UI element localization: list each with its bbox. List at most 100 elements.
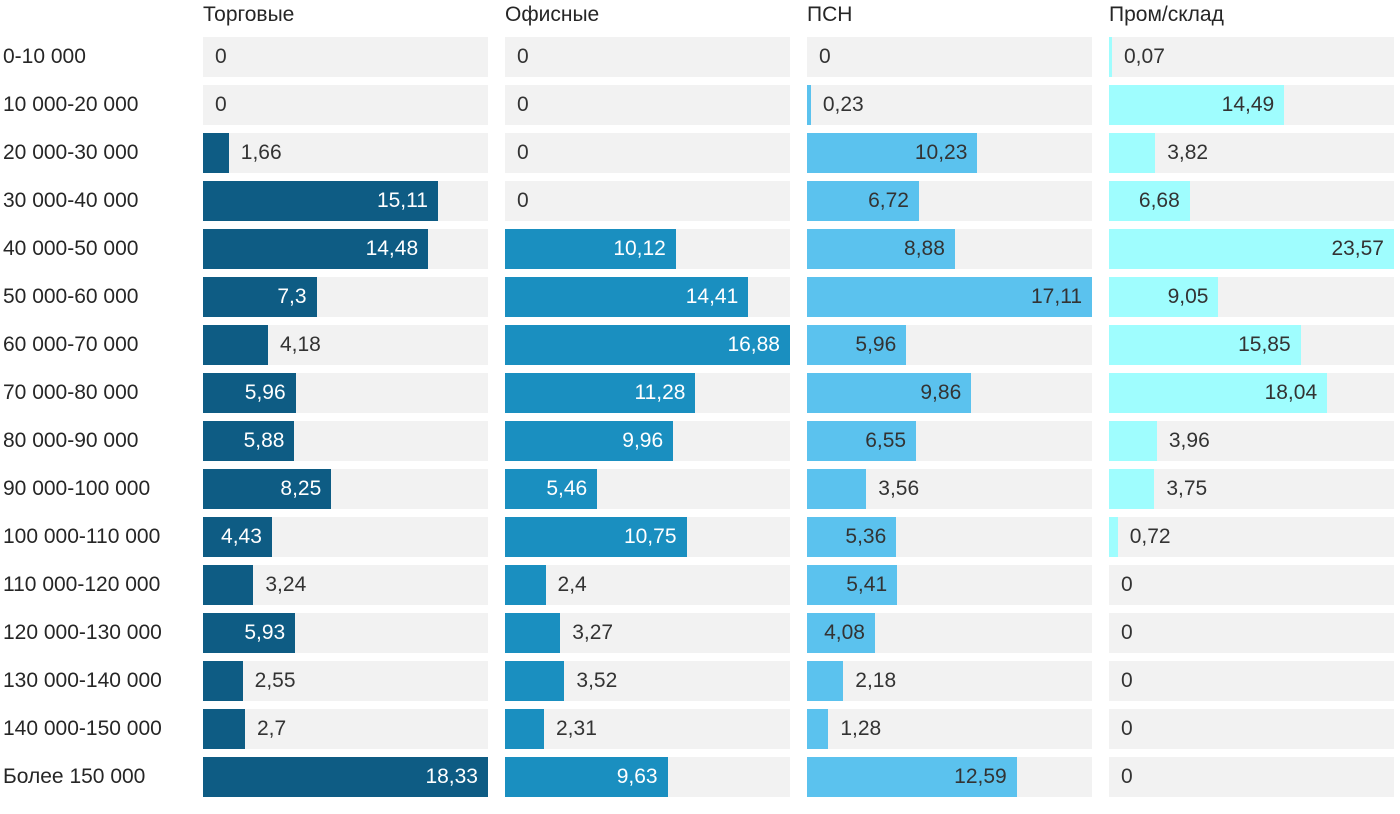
value-label: 10,12 [613, 237, 666, 260]
bar [505, 373, 696, 413]
bar [807, 565, 898, 605]
row-label: 70 000-80 000 [3, 381, 139, 404]
bar-track: 14,49 [1109, 85, 1394, 125]
row-label: 0-10 000 [3, 45, 86, 68]
chart-row: 10 000-20 000 0 0 0,23 14,49 [0, 85, 1400, 125]
bar-track: 7,3 [203, 277, 488, 317]
bar-track: 0 [505, 37, 790, 77]
chart-row: 140 000-150 000 2,7 2,31 1,28 0 [0, 709, 1400, 749]
bar [203, 757, 488, 797]
value-label: 0 [215, 93, 227, 116]
column-header-prom-sklad: Пром/склад [1109, 3, 1224, 26]
bar [1109, 85, 1285, 125]
bar [505, 517, 687, 557]
bar-track: 0 [1109, 757, 1394, 797]
value-label: 9,86 [920, 381, 962, 404]
bar [807, 613, 875, 653]
bar-track: 5,46 [505, 469, 790, 509]
bar-track: 0 [1109, 709, 1394, 749]
value-label: 4,18 [279, 333, 321, 356]
bar [203, 229, 429, 269]
value-label: 4,43 [221, 525, 262, 548]
value-label: 5,46 [546, 477, 588, 500]
bar [505, 229, 676, 269]
row-label: Более 150 000 [3, 765, 146, 788]
bar [203, 133, 229, 173]
value-label: 2,31 [556, 717, 597, 740]
row-label: 90 000-100 000 [3, 477, 151, 500]
bar [1109, 37, 1112, 77]
value-label: 10,75 [623, 525, 677, 548]
value-label: 3,52 [576, 669, 618, 692]
bar [203, 421, 295, 461]
bar [203, 613, 296, 653]
column-headers: Торговые Офисные ПСН Пром/склад [0, 0, 1400, 29]
value-label: 0,07 [1124, 45, 1165, 68]
bar [807, 229, 955, 269]
bar [505, 277, 749, 317]
chart-row: 90 000-100 000 8,25 5,46 3,56 3,75 [0, 469, 1400, 509]
chart-row: 130 000-140 000 2,55 3,52 2,18 0 [0, 661, 1400, 701]
bar [807, 85, 811, 125]
bar [505, 613, 561, 653]
value-label: 17,11 [1031, 285, 1082, 308]
bar-track: 5,41 [807, 565, 1092, 605]
column-header-psn: ПСН [807, 3, 853, 26]
value-label: 5,96 [855, 333, 897, 356]
bar-track: 18,04 [1109, 373, 1394, 413]
bar [807, 709, 829, 749]
bar [807, 757, 1017, 797]
chart-row: 20 000-30 000 1,66 0 10,23 3,82 [0, 133, 1400, 173]
value-label: 0 [1121, 621, 1133, 644]
bar-track: 0 [505, 133, 790, 173]
bar [1109, 133, 1156, 173]
value-label: 2,18 [855, 669, 897, 692]
bar [807, 421, 917, 461]
bar [807, 661, 844, 701]
chart-row: 80 000-90 000 5,88 9,96 6,55 3,96 [0, 421, 1400, 461]
bar-track: 2,55 [203, 661, 488, 701]
bar [203, 277, 317, 317]
value-label: 6,55 [865, 429, 907, 452]
chart-row: 120 000-130 000 5,93 3,27 4,08 0 [0, 613, 1400, 653]
value-label: 5,93 [244, 621, 286, 644]
row-label: 80 000-90 000 [3, 429, 139, 452]
value-label: 3,82 [1167, 141, 1209, 164]
value-label: 0 [517, 45, 529, 68]
bar-track: 0 [505, 181, 790, 221]
value-label: 14,49 [1221, 93, 1275, 116]
value-label: 1,28 [840, 717, 882, 740]
bar-track: 4,43 [203, 517, 488, 557]
row-label: 140 000-150 000 [3, 717, 162, 740]
bar [203, 373, 296, 413]
value-label: 0 [1121, 765, 1133, 788]
bar [203, 709, 245, 749]
value-label: 0 [517, 141, 529, 164]
value-label: 0 [1121, 573, 1133, 596]
bar-track: 0 [203, 85, 488, 125]
bar-track: 15,11 [203, 181, 488, 221]
value-label: 14,41 [685, 285, 739, 308]
bar-track: 15,85 [1109, 325, 1394, 365]
column-header-ofisnye: Офисные [505, 3, 600, 26]
bar-track: 5,96 [203, 373, 488, 413]
bar-track: 3,82 [1109, 133, 1394, 173]
value-label: 0 [517, 93, 529, 116]
bar-track: 1,66 [203, 133, 488, 173]
bar-track: 3,24 [203, 565, 488, 605]
value-label: 10,23 [914, 141, 968, 164]
value-label: 15,11 [376, 189, 428, 212]
bar-track: 14,41 [505, 277, 790, 317]
value-label: 16,88 [727, 333, 780, 356]
bar-track: 3,27 [505, 613, 790, 653]
bar [505, 469, 598, 509]
bar-track: 1,28 [807, 709, 1092, 749]
bar [505, 325, 790, 365]
row-label: 50 000-60 000 [3, 285, 139, 308]
bar [807, 373, 972, 413]
value-label: 9,96 [622, 429, 664, 452]
bar [1109, 469, 1155, 509]
bar [807, 517, 897, 557]
bar [807, 181, 919, 221]
